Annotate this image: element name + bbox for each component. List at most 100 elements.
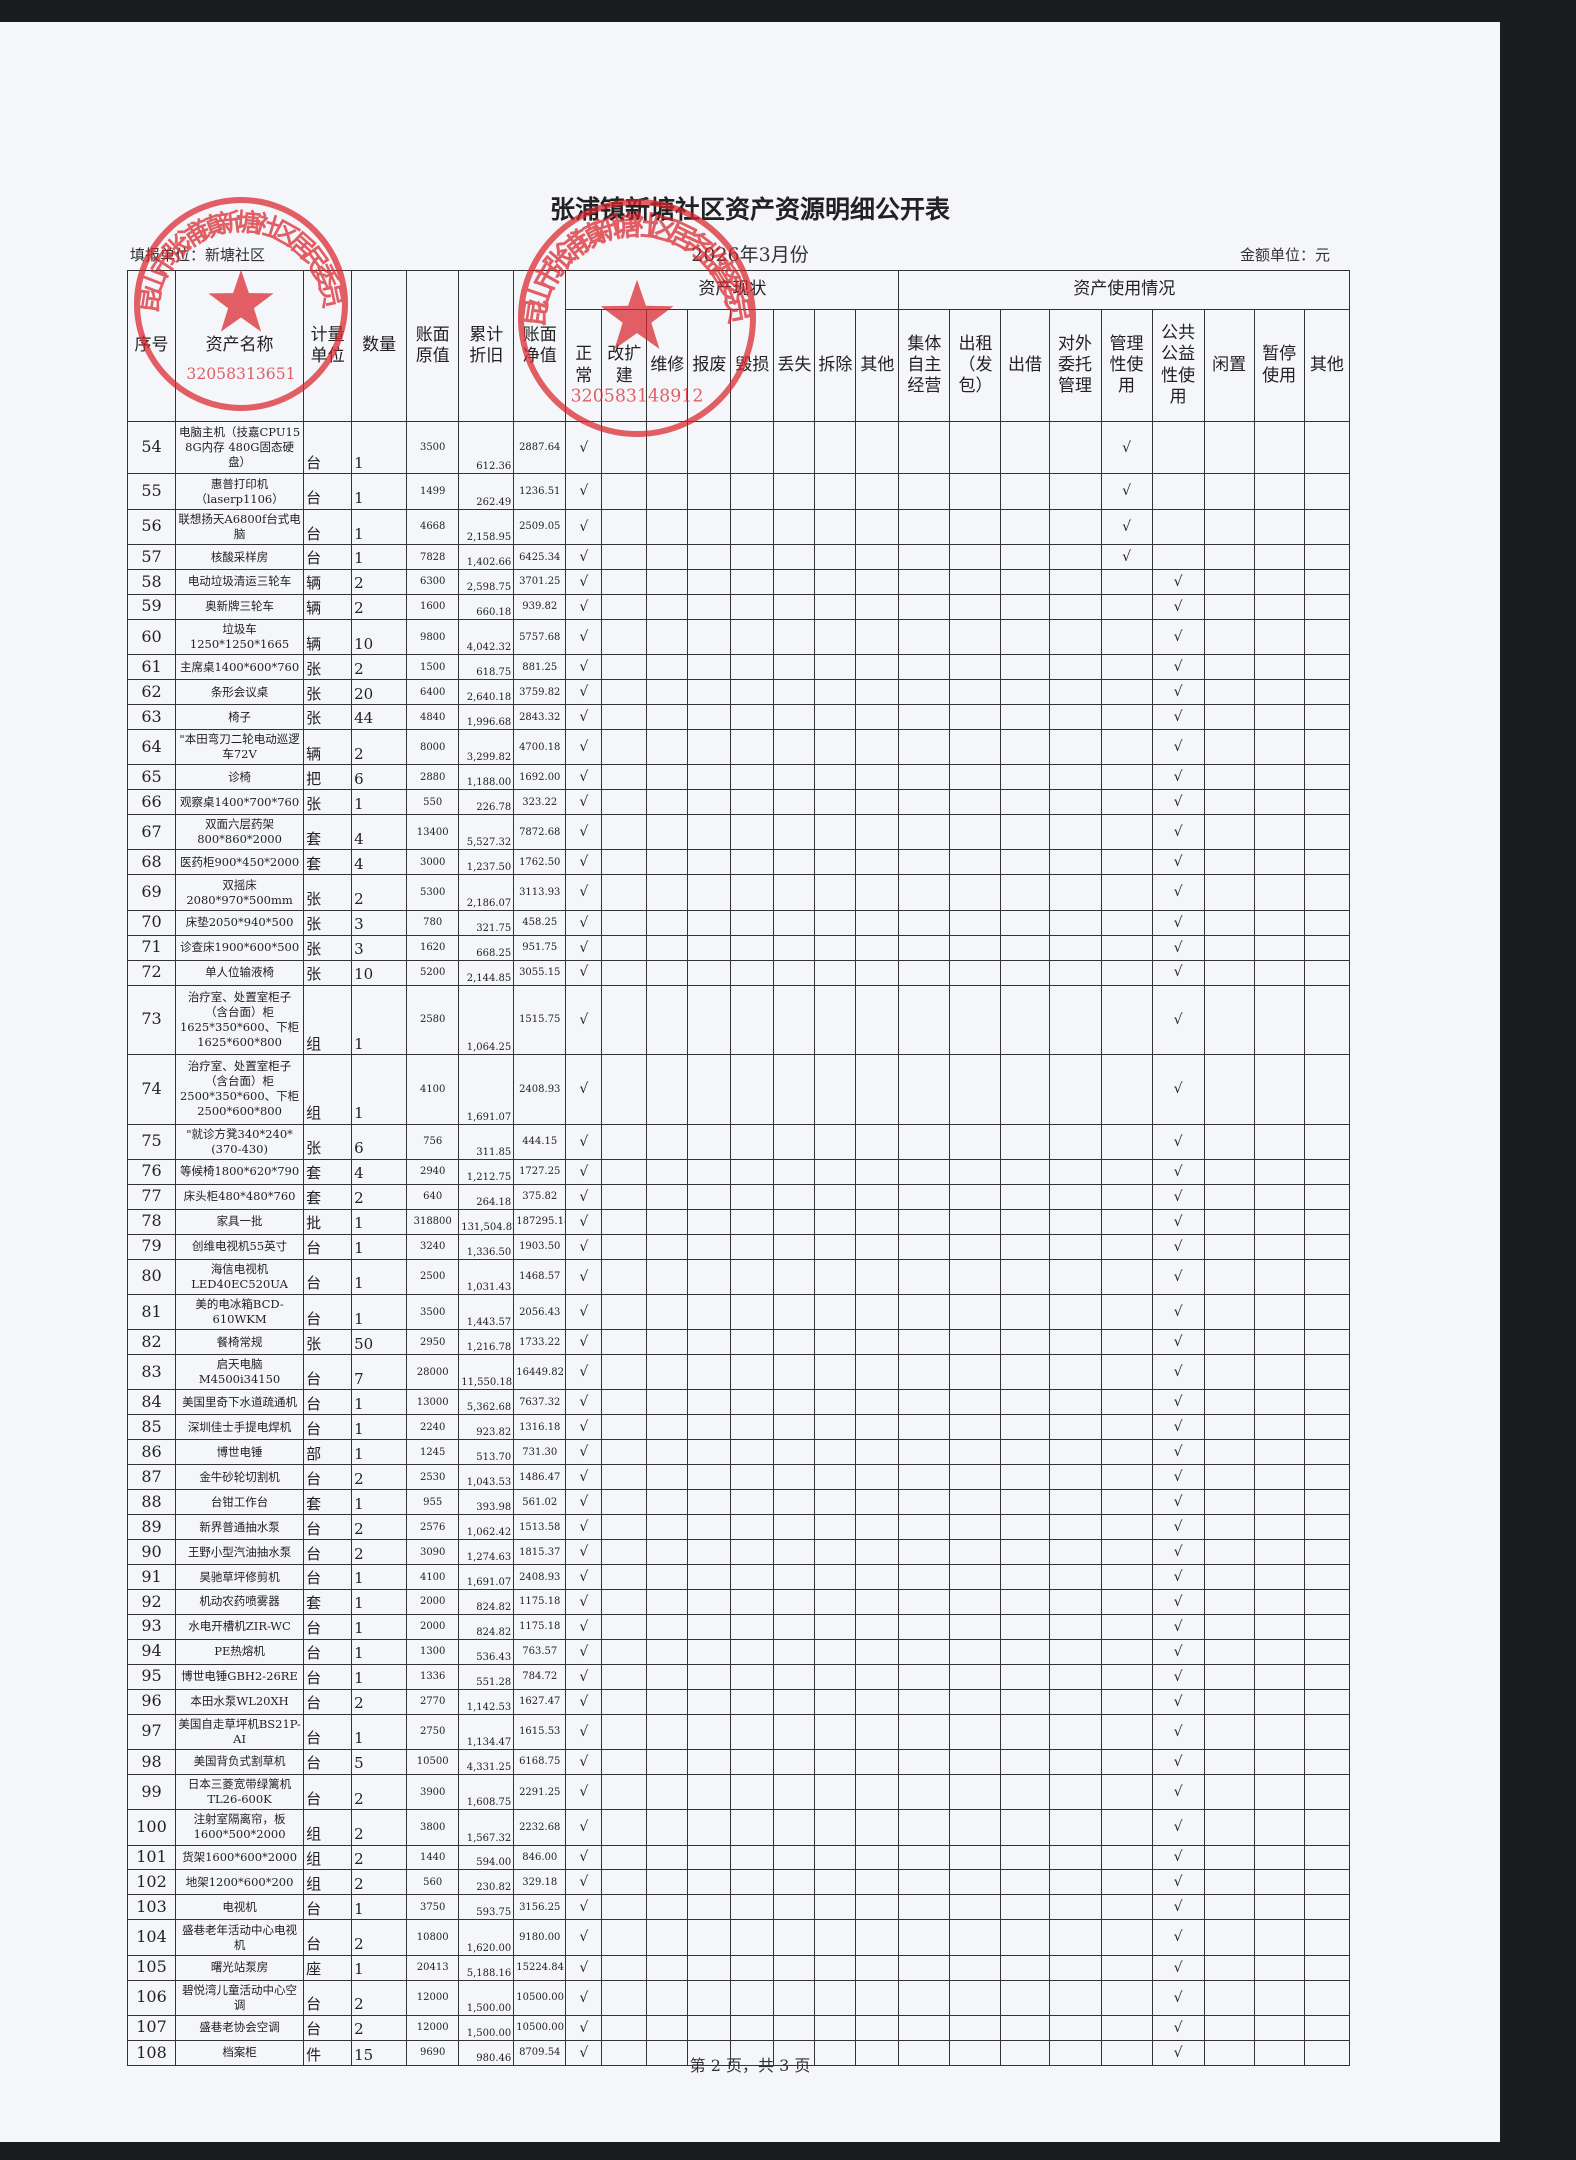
- asset-row: 79 创维电视机55英寸台 1 3240 1,336.50 1903.50 √ √: [126, 1233, 1351, 1260]
- cell-depreciation: 2,640.18: [458, 679, 515, 706]
- empty-cell: [773, 849, 816, 876]
- empty-cell: [898, 1748, 951, 1775]
- document-title: 张浦镇新塘社区资产资源明细公开表: [549, 195, 950, 224]
- empty-cell: [1303, 1894, 1351, 1921]
- column-header: 累计折旧: [458, 270, 515, 422]
- empty-cell: [949, 1954, 1002, 1981]
- empty-cell: [687, 568, 732, 595]
- column-header: 数量: [351, 270, 408, 422]
- empty-cell: [949, 593, 1002, 620]
- empty-cell: [1203, 1208, 1255, 1235]
- cell-no: 102: [126, 1869, 177, 1896]
- cell-original: 1499: [406, 473, 460, 510]
- asset-row: 73 治疗室、处置室柜子（含台面）柜1625*350*600、下柜1625*600…: [126, 984, 1351, 1056]
- cell-qty: 2: [351, 1183, 408, 1210]
- empty-cell: [601, 1123, 648, 1160]
- empty-cell: [1100, 654, 1153, 681]
- empty-cell: [687, 1464, 732, 1491]
- empty-cell: [814, 1809, 857, 1846]
- empty-cell: [949, 1844, 1002, 1871]
- empty-cell: [687, 789, 732, 816]
- cell-unit: 台: [303, 1414, 353, 1441]
- empty-cell: [949, 618, 1002, 656]
- empty-cell: [855, 618, 900, 656]
- empty-cell: [1303, 1158, 1351, 1185]
- empty-cell: [949, 1514, 1002, 1541]
- empty-cell: [855, 1748, 900, 1775]
- empty-cell: [1253, 1613, 1305, 1640]
- empty-cell: [814, 508, 857, 546]
- empty-cell: [814, 984, 857, 1056]
- empty-cell: [1048, 1773, 1102, 1811]
- empty-cell: [855, 814, 900, 851]
- asset-row: 99 日本三菱宽带绿篱机TL26-600K 台 2 3900 1,608.75 2291.2…: [126, 1773, 1351, 1811]
- empty-cell: [1100, 849, 1153, 876]
- usage-check: √: [1151, 1123, 1205, 1160]
- cell-qty: 1: [351, 1588, 408, 1615]
- empty-cell: [1048, 814, 1102, 851]
- cell-original: 4100: [406, 1564, 460, 1590]
- empty-cell: [898, 1489, 951, 1516]
- empty-cell: [601, 1688, 648, 1715]
- cell-original: 5200: [406, 959, 460, 986]
- empty-cell: [1253, 959, 1305, 986]
- asset-row: 57 核酸采样房台 1 7828 1,402.66 6425.34 √ √: [126, 544, 1351, 570]
- empty-cell: [730, 2039, 775, 2067]
- cell-depreciation: 262.49: [458, 473, 515, 510]
- empty-cell: [646, 789, 689, 816]
- cell-net: 1513.58: [513, 1514, 567, 1541]
- empty-cell: [1048, 568, 1102, 595]
- empty-cell: [1100, 959, 1153, 986]
- status-check: √: [565, 1258, 603, 1295]
- empty-cell: [1100, 789, 1153, 816]
- cell-unit: 座: [303, 1954, 353, 1981]
- empty-cell: [1203, 874, 1255, 911]
- empty-cell: [601, 1329, 648, 1356]
- cell-original: 9800: [406, 618, 460, 656]
- empty-cell: [1253, 1663, 1305, 1690]
- cell-net: 939.82: [513, 593, 567, 620]
- cell-depreciation: 3,299.82: [458, 728, 515, 766]
- empty-cell: [1303, 1954, 1351, 1981]
- cell-unit: 张: [303, 654, 353, 681]
- empty-cell: [1048, 789, 1102, 816]
- empty-cell: [949, 704, 1002, 730]
- empty-cell: [730, 420, 775, 475]
- empty-cell: [1203, 568, 1255, 595]
- cell-net: 1486.47: [513, 1464, 567, 1491]
- empty-cell: [601, 1354, 648, 1391]
- empty-cell: [898, 909, 951, 936]
- empty-cell: [1253, 1919, 1305, 1956]
- cell-original: 1500: [406, 654, 460, 681]
- empty-cell: [730, 1389, 775, 1416]
- cell-name: 家具一批: [175, 1208, 305, 1235]
- column-header: 资产名称: [175, 270, 305, 422]
- empty-cell: [1303, 593, 1351, 620]
- empty-cell: [646, 473, 689, 510]
- cell-unit: 台: [303, 1564, 353, 1590]
- cell-name: 条形会议桌: [175, 679, 305, 706]
- empty-cell: [898, 1123, 951, 1160]
- empty-cell: [773, 1329, 816, 1356]
- empty-cell: [730, 1809, 775, 1846]
- cell-no: 63: [126, 704, 177, 730]
- empty-cell: [949, 1354, 1002, 1391]
- empty-cell: [855, 1354, 900, 1391]
- empty-cell: [1253, 1539, 1305, 1566]
- empty-cell: [814, 2039, 857, 2067]
- empty-cell: [949, 1464, 1002, 1491]
- empty-cell: [687, 909, 732, 936]
- empty-cell: [855, 1564, 900, 1590]
- empty-cell: [814, 1158, 857, 1185]
- status-check: √: [565, 1844, 603, 1871]
- cell-net: 1175.18: [513, 1588, 567, 1615]
- status-check: √: [565, 473, 603, 510]
- empty-cell: [773, 593, 816, 620]
- cell-net: 10500.00: [513, 2014, 567, 2041]
- cell-depreciation: 1,064.25: [458, 984, 515, 1056]
- empty-cell: [1203, 1464, 1255, 1491]
- empty-cell: [687, 704, 732, 730]
- usage-check: √: [1151, 1663, 1205, 1690]
- empty-cell: [646, 618, 689, 656]
- empty-cell: [814, 1233, 857, 1260]
